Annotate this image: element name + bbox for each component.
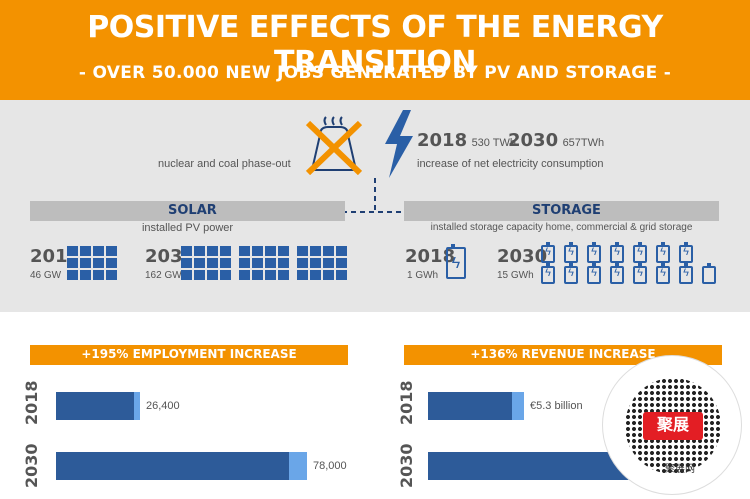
power-plant-crossed-icon	[305, 116, 363, 175]
battery-icon: ϟ	[541, 263, 555, 284]
battery-icon: ϟ	[541, 242, 555, 263]
consumption-value-2030: 657TWh	[562, 137, 605, 149]
page-title: POSITIVE EFFECTS OF THE ENERGY TRANSITIO…	[87, 10, 663, 80]
consumption-value-2018: 530 TWh	[471, 137, 516, 149]
employment-title: +195% EMPLOYMENT INCREASE	[81, 347, 297, 361]
storage-value-2018: 1 GWh	[407, 270, 439, 281]
consumption-2018: 2018 530 TWh	[417, 130, 516, 151]
solar-panel-icon	[297, 246, 347, 280]
qr-logo: 聚展	[643, 412, 703, 440]
storage-value-2030: 15 GWh	[497, 270, 534, 281]
employment-value-2030: 78,000	[313, 460, 347, 472]
revenue-year-2030: 2030	[397, 443, 416, 488]
employment-header: +195% EMPLOYMENT INCREASE	[30, 345, 348, 365]
battery-icon: ϟ	[610, 242, 624, 263]
battery-icon: ϟ	[446, 244, 466, 279]
revenue-title: +136% REVENUE INCREASE	[470, 347, 656, 361]
consumption-label: increase of net electricity consumption	[417, 158, 604, 170]
battery-empty-icon	[702, 263, 716, 284]
revenue-bar-2018	[428, 392, 524, 420]
phaseout-label: nuclear and coal phase-out	[158, 158, 291, 170]
consumption-2030: 2030 657TWh	[508, 130, 604, 151]
qr-caption: 聚展网	[665, 464, 695, 475]
employment-year-2018: 2018	[22, 380, 41, 425]
battery-icon: ϟ	[679, 242, 693, 263]
solar-panel-icon	[239, 246, 289, 280]
employment-bar-2018	[56, 392, 140, 420]
employment-value-2018: 26,400	[146, 400, 180, 412]
consumption-year-2018: 2018	[417, 130, 468, 151]
solar-subtitle: installed PV power	[141, 222, 234, 234]
revenue-year-2018: 2018	[397, 380, 416, 425]
battery-icon: ϟ	[564, 263, 578, 284]
battery-icon: ϟ	[633, 242, 647, 263]
solar-title: SOLAR	[168, 203, 217, 218]
storage-year-2030: 2030	[497, 246, 548, 267]
solar-value-2030: 162 GW	[145, 270, 182, 281]
revenue-header: +136% REVENUE INCREASE	[404, 345, 722, 365]
battery-icon: ϟ	[587, 242, 601, 263]
header-banner	[0, 0, 750, 100]
battery-icon: ϟ	[564, 242, 578, 263]
page-subtitle: - OVER 50.000 NEW JOBS GENERATED BY PV A…	[78, 63, 672, 83]
revenue-value-2018: €5.3 billion	[530, 400, 583, 412]
solar-panel-icon	[67, 246, 117, 280]
lightning-icon	[385, 110, 413, 178]
battery-icon: ϟ	[633, 263, 647, 284]
battery-icon: ϟ	[587, 263, 601, 284]
dashed-connector	[342, 178, 408, 213]
qr-code-badge[interactable]: 聚展 聚展网	[602, 355, 742, 495]
employment-bar-2030	[56, 452, 307, 480]
storage-year-2018: 2018	[405, 246, 456, 267]
storage-subtitle: installed storage capacity home, commerc…	[430, 222, 693, 233]
storage-title: STORAGE	[532, 203, 601, 218]
solar-panel-icon	[181, 246, 231, 280]
battery-icon: ϟ	[656, 263, 670, 284]
battery-icon: ϟ	[656, 242, 670, 263]
solar-bar: SOLAR	[30, 201, 345, 221]
storage-bar: STORAGE	[404, 201, 719, 221]
consumption-year-2030: 2030	[508, 130, 559, 151]
employment-year-2030: 2030	[22, 443, 41, 488]
solar-value-2018: 46 GW	[30, 270, 62, 281]
battery-icon: ϟ	[679, 263, 693, 284]
battery-icon: ϟ	[610, 263, 624, 284]
